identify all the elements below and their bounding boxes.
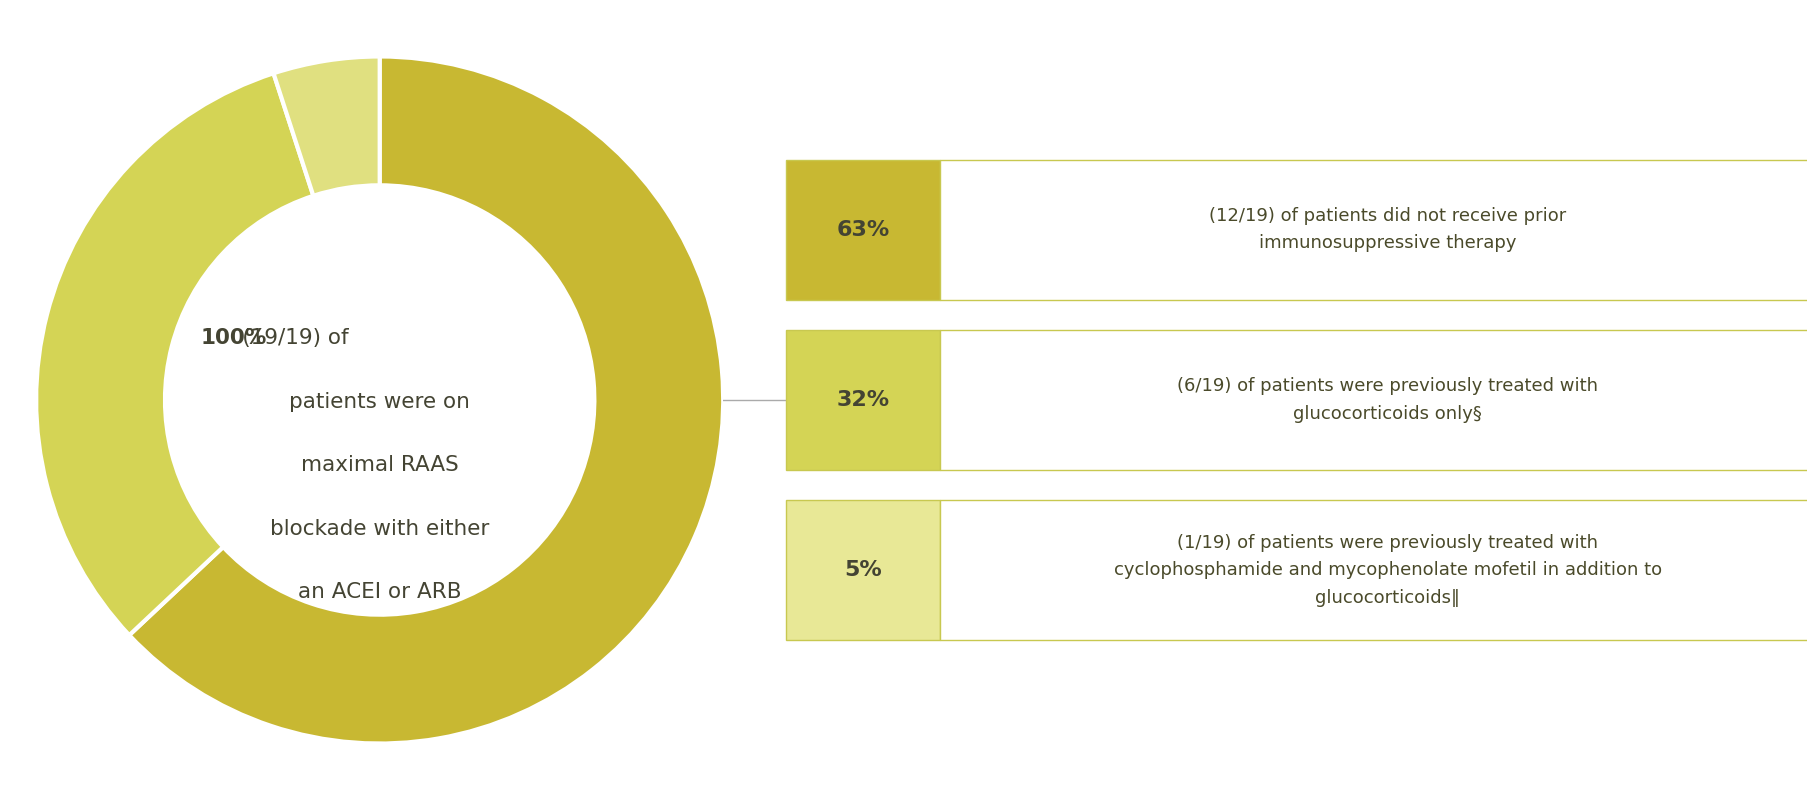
Text: (6/19) of patients were previously treated with
glucocorticoids only§: (6/19) of patients were previously treat… [1176, 377, 1597, 423]
Text: blockade with either: blockade with either [269, 519, 490, 539]
FancyBboxPatch shape [786, 330, 940, 470]
Text: (1/19) of patients were previously treated with
cyclophosphamide and mycophenola: (1/19) of patients were previously treat… [1113, 534, 1661, 607]
Text: (19/19) of: (19/19) of [201, 328, 349, 348]
Wedge shape [128, 57, 723, 743]
Circle shape [164, 186, 595, 614]
Text: 100%: 100% [201, 328, 267, 348]
Text: (12/19) of patients did not receive prior
immunosuppressive therapy: (12/19) of patients did not receive prio… [1209, 206, 1565, 253]
Text: 32%: 32% [837, 390, 889, 410]
FancyBboxPatch shape [940, 501, 1807, 640]
FancyBboxPatch shape [786, 160, 940, 300]
Text: patients were on: patients were on [289, 392, 470, 412]
FancyBboxPatch shape [940, 160, 1807, 300]
FancyBboxPatch shape [940, 330, 1807, 470]
Text: maximal RAAS: maximal RAAS [300, 455, 459, 475]
Wedge shape [36, 74, 313, 635]
Text: 5%: 5% [844, 560, 882, 581]
FancyBboxPatch shape [786, 501, 940, 640]
Wedge shape [273, 57, 379, 196]
Text: 63%: 63% [837, 219, 889, 240]
Text: an ACEI or ARB: an ACEI or ARB [298, 582, 461, 602]
